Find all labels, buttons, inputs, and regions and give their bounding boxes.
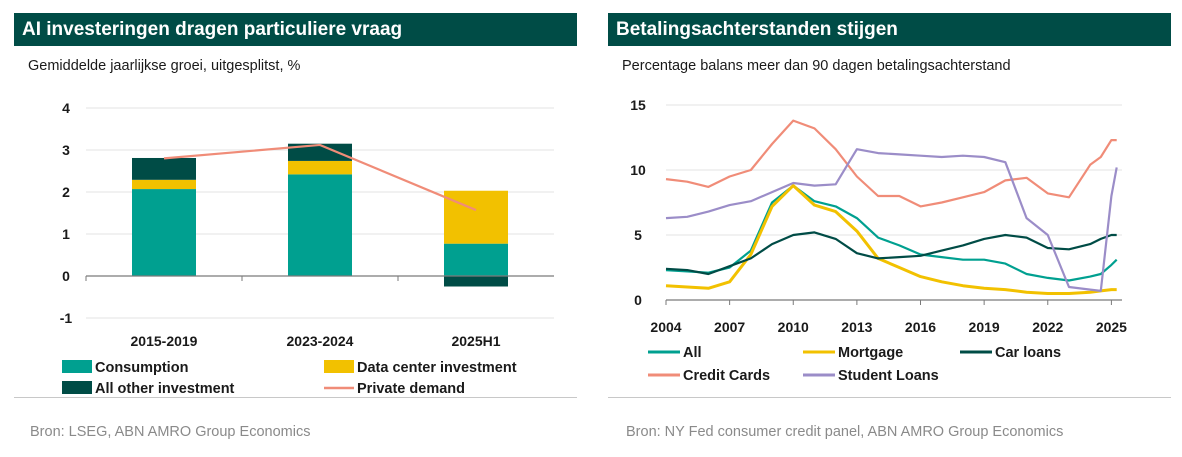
legend-label-student-loans: Student Loans xyxy=(838,368,939,384)
x-tick-label: 2022 xyxy=(1032,319,1063,335)
line-chart: 15 10 5 0 2004 2007 2010 2013 2016 2019 2022 2025 Al… xyxy=(630,97,1127,384)
x-tick-label: 2016 xyxy=(905,319,936,335)
bar-all-other-investment-2015-2019 xyxy=(132,157,196,180)
x-tick-label: 2015-2019 xyxy=(131,333,198,349)
legend-swatch-data-center-investment xyxy=(324,360,354,373)
line-all xyxy=(665,184,1118,282)
bar-consumption-2023-2024 xyxy=(288,174,352,276)
left-chart-title: AI investeringen dragen particuliere vra… xyxy=(14,13,577,46)
bar-data-center-investment-2023-2024 xyxy=(288,160,352,175)
legend-swatch-consumption xyxy=(62,360,92,373)
bar-data-center-investment-2025h1 xyxy=(444,190,508,244)
x-tick-label: 2025 xyxy=(1096,319,1127,335)
bar-all-other-investment-2023-2024 xyxy=(288,143,352,161)
legend-label-all: All xyxy=(683,345,702,361)
left-footer-divider xyxy=(14,397,577,398)
x-tick-label: 2004 xyxy=(650,319,681,335)
line-credit-cards xyxy=(665,119,1117,208)
bar-all-other-investment-2025h1 xyxy=(444,276,508,287)
right-footer-divider xyxy=(608,397,1171,398)
y-tick-label: 0 xyxy=(62,268,70,284)
x-tick-label: 2019 xyxy=(969,319,1000,335)
x-tick-label: 2025H1 xyxy=(451,333,500,349)
y-tick-label: 5 xyxy=(634,227,642,243)
legend-label-mortgage: Mortgage xyxy=(838,345,903,361)
y-tick-label: -1 xyxy=(60,310,73,326)
y-tick-label: 0 xyxy=(634,292,642,308)
bar-chart: 4 3 2 1 0 -1 2015-2019 2023-2024 2025H1 Consumpti… xyxy=(60,100,554,397)
y-tick-label: 1 xyxy=(62,226,70,242)
x-tick-label: 2023-2024 xyxy=(287,333,354,349)
left-source: Bron: LSEG, ABN AMRO Group Economics xyxy=(30,424,311,440)
legend-label-car-loans: Car loans xyxy=(995,345,1061,361)
right-chart-title: Betalingsachterstanden stijgen xyxy=(608,13,1171,46)
y-tick-label: 3 xyxy=(62,142,70,158)
y-tick-label: 10 xyxy=(630,162,646,178)
legend-label-all-other-investment: All other investment xyxy=(95,381,235,397)
right-panel: Betalingsachterstanden stijgen Percentag… xyxy=(608,13,1171,78)
y-tick-label: 15 xyxy=(630,97,646,113)
legend-label-credit-cards: Credit Cards xyxy=(683,368,770,384)
left-chart-subtitle: Gemiddelde jaarlijkse groei, uitgesplits… xyxy=(28,58,301,74)
y-tick-label: 4 xyxy=(62,100,70,116)
legend-label-consumption: Consumption xyxy=(95,360,188,376)
legend-label-data-center-investment: Data center investment xyxy=(357,360,517,376)
legend-label-private-demand: Private demand xyxy=(357,381,465,397)
line-car-loans xyxy=(665,231,1117,276)
legend-swatch-all-other-investment xyxy=(62,381,92,394)
right-chart-subtitle: Percentage balans meer dan 90 dagen beta… xyxy=(622,58,1011,74)
x-tick-label: 2007 xyxy=(714,319,745,335)
x-tick-label: 2010 xyxy=(778,319,809,335)
bar-consumption-2015-2019 xyxy=(132,189,196,276)
y-tick-label: 2 xyxy=(62,184,70,200)
bar-data-center-investment-2015-2019 xyxy=(132,179,196,190)
right-source: Bron: NY Fed consumer credit panel, ABN … xyxy=(626,424,1064,440)
left-panel: AI investeringen dragen particuliere vra… xyxy=(14,13,577,78)
x-tick-label: 2013 xyxy=(841,319,872,335)
line-private-demand xyxy=(163,143,477,212)
line-student-loans xyxy=(665,148,1118,292)
bar-consumption-2025h1 xyxy=(444,243,508,276)
